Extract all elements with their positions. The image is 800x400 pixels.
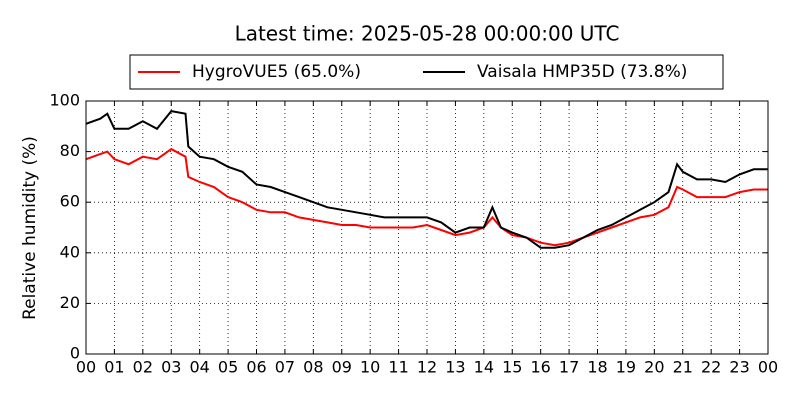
x-tick-label: 13: [445, 358, 465, 377]
y-tick-label: 60: [60, 192, 80, 211]
x-tick-label: 00: [76, 358, 96, 377]
x-tick-label: 08: [303, 358, 323, 377]
x-tick-label: 06: [246, 358, 266, 377]
x-tick-label: 19: [616, 358, 636, 377]
x-tick-label: 01: [104, 358, 124, 377]
series-line: [85, 110, 768, 249]
x-tick-label: 09: [332, 358, 352, 377]
y-axis-label: Relative humidity (%): [20, 136, 40, 320]
legend-label: Vaisala HMP35D (73.8%): [477, 62, 687, 82]
x-tick-label: 03: [161, 358, 181, 377]
y-tick-label: 20: [60, 293, 80, 312]
y-tick-label: 100: [49, 91, 80, 110]
x-tick-label: 02: [133, 358, 153, 377]
x-tick-label: 12: [417, 358, 437, 377]
x-tick-label: 18: [587, 358, 607, 377]
x-tick-label: 00: [758, 358, 778, 377]
x-tick-label: 20: [644, 358, 664, 377]
x-tick-label: 07: [275, 358, 295, 377]
x-tick-label: 11: [388, 358, 408, 377]
x-tick-label: 05: [218, 358, 238, 377]
x-tick-label: 10: [360, 358, 380, 377]
legend-box: [129, 54, 724, 90]
x-tick-label: 16: [530, 358, 550, 377]
y-tick-label: 40: [60, 242, 80, 261]
x-tick-label: 17: [559, 358, 579, 377]
y-tick-label: 0: [70, 344, 80, 363]
chart-title: Latest time: 2025-05-28 00:00:00 UTC: [235, 22, 620, 46]
x-tick-label: 23: [729, 358, 749, 377]
x-tick-label: 15: [502, 358, 522, 377]
x-tick-label: 22: [701, 358, 721, 377]
series-line: [85, 147, 768, 247]
x-tick-label: 04: [189, 358, 209, 377]
x-tick-label: 14: [474, 358, 494, 377]
plot-frame: [85, 100, 769, 355]
legend-label: HygroVUE5 (65.0%): [192, 62, 361, 82]
y-tick-label: 80: [60, 141, 80, 160]
x-tick-label: 21: [673, 358, 693, 377]
